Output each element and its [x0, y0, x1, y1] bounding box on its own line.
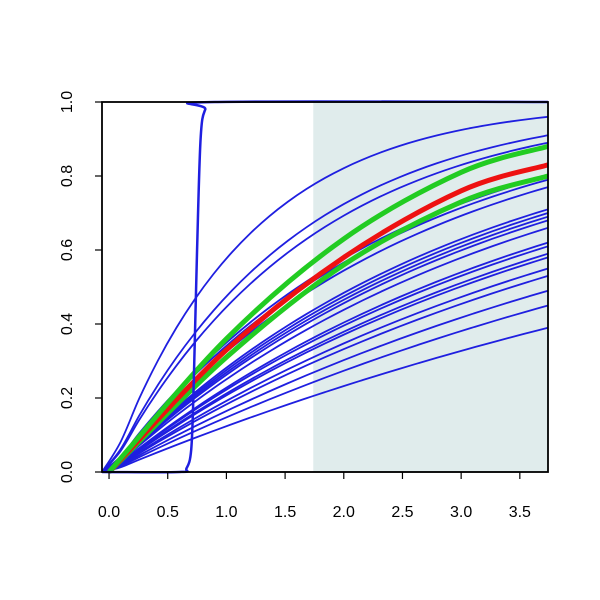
x-tick-label-3: 1.5 [274, 504, 296, 521]
y-tick-label-5: 1.0 [59, 91, 76, 113]
x-tick-label-5: 2.5 [391, 504, 413, 521]
blue-curve-18 [101, 134, 549, 473]
blue-curve-9 [101, 226, 549, 473]
blue-curve-5 [101, 256, 549, 473]
x-tick-label-6: 3.0 [450, 504, 472, 521]
y-tick-label-4: 0.8 [59, 165, 76, 187]
blue-curve-10 [101, 219, 549, 473]
x-tick-label-2: 1.0 [215, 504, 237, 521]
plot-area [101, 100, 549, 474]
y-tick-label-2: 0.4 [59, 313, 76, 335]
y-tick-label-1: 0.2 [59, 387, 76, 409]
y-tick-label-3: 0.6 [59, 239, 76, 261]
blue-curve-17 [101, 141, 549, 473]
x-tick-label-0: 0.0 [98, 504, 120, 521]
y-tick-label-0: 0.0 [59, 461, 76, 483]
series-green-2 [107, 143, 549, 474]
x-tick-label-4: 2.0 [333, 504, 355, 521]
blue-curve-3 [101, 275, 549, 473]
blue-curve-0 [101, 326, 549, 473]
blue-curve-19 [101, 115, 549, 473]
blue-curve-7 [101, 245, 549, 473]
series-red-1 [107, 162, 549, 474]
axes: 0.0 0.5 1.0 1.5 2.0 2.5 3.0 3.5 0.0 0.2 0.4 0.6 0.8 1… [59, 91, 549, 521]
x-tick-label-1: 0.5 [157, 504, 179, 521]
blue-curve-4 [101, 267, 549, 473]
series-green-0 [107, 173, 549, 474]
blue-curve-12 [101, 212, 549, 473]
blue-curve-1 [101, 304, 549, 473]
blue-curve-8 [101, 241, 549, 473]
blue-curve-2 [101, 289, 549, 473]
blue-curve-6 [101, 252, 549, 473]
x-tick-label-7: 3.5 [509, 504, 531, 521]
blue-curve-11 [101, 215, 549, 473]
